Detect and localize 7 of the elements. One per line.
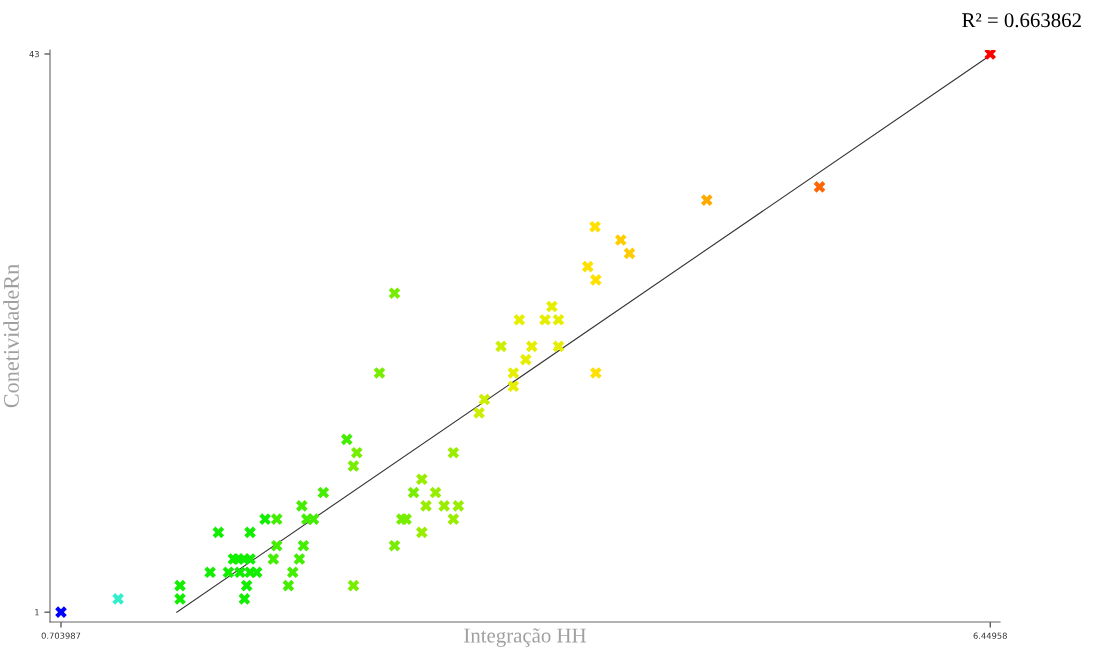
x-axis-title: Integração HH bbox=[464, 628, 586, 647]
text: R² = 0.663862 bbox=[962, 13, 1081, 28]
y-tick-label: 1 bbox=[35, 609, 39, 616]
y-axis-title: ConetividadeRn bbox=[3, 264, 19, 408]
y-tick-label: 43 bbox=[29, 50, 39, 58]
x-tick-label: 6.44958 bbox=[973, 632, 1007, 639]
x-tick-label: 0.703987 bbox=[41, 632, 81, 639]
